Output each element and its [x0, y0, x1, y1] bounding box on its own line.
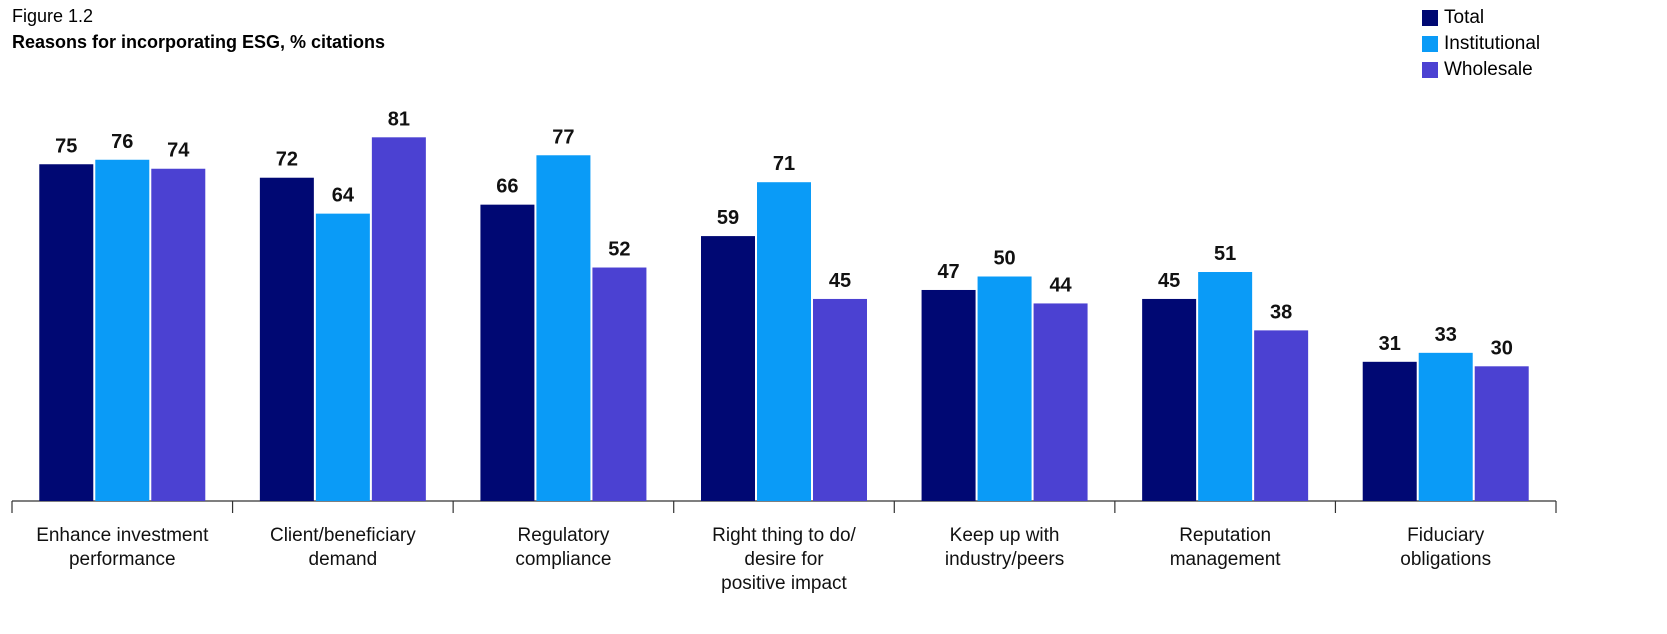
bar-wholesale [1474, 366, 1529, 501]
category-group-5: 47 50 44 Keep up with industry/peers [921, 248, 1088, 570]
category-label: Keep up with industry/peers [945, 525, 1064, 570]
value-label-wholesale: 30 [1491, 337, 1513, 359]
value-label-wholesale: 38 [1270, 301, 1292, 323]
category-label-line: Regulatory [517, 525, 609, 546]
bar-institutional [1198, 272, 1253, 501]
category-label-line: management [1170, 549, 1282, 570]
bar-institutional [536, 155, 591, 501]
legend-label-institutional: Institutional [1444, 33, 1541, 54]
figure-label: Figure 1.2 [12, 6, 94, 26]
value-label-total: 47 [937, 261, 959, 283]
bar-total [921, 289, 976, 501]
legend-item-institutional: Institutional [1422, 31, 1540, 57]
category-group-7: 31 33 30 Fiduciary obligations [1362, 324, 1529, 570]
bar-total [39, 164, 94, 501]
category-label-line: industry/peers [945, 549, 1064, 570]
bar-institutional [315, 213, 370, 501]
category-label: Right thing to do/desire for positive imp… [712, 525, 856, 594]
category-label: Reputation management [1170, 525, 1282, 570]
bar-total [480, 204, 535, 501]
category-label-line: Fiduciary [1407, 525, 1485, 546]
value-label-total: 59 [717, 207, 739, 229]
legend-swatch-wholesale [1422, 62, 1438, 78]
category-label: Fiduciary obligations [1400, 525, 1491, 570]
value-label-institutional: 50 [993, 248, 1015, 270]
category-label: Enhance investment performance [36, 525, 209, 570]
legend-swatch-total [1422, 10, 1438, 26]
category-label-line: Right thing to do/ [712, 525, 856, 546]
category-label-line: positive impact [721, 573, 847, 594]
value-label-institutional: 71 [773, 153, 795, 175]
category-group-4: 59 71 45 Right thing to do/desire for positi… [701, 153, 867, 594]
category-label: Client/beneficiary demand [270, 525, 416, 570]
value-label-institutional: 33 [1435, 324, 1457, 346]
value-label-wholesale: 44 [1049, 274, 1072, 296]
category-label-line: demand [309, 549, 378, 570]
legend-swatch-institutional [1422, 36, 1438, 52]
bar-wholesale [371, 137, 426, 501]
bar-wholesale [1254, 330, 1309, 501]
value-label-total: 75 [55, 135, 77, 157]
legend-item-wholesale: Wholesale [1422, 57, 1540, 83]
category-group-2: 72 64 81 Client/beneficiary demand [259, 108, 426, 570]
legend: Total Institutional Wholesale [1422, 5, 1540, 83]
chart-title: Reasons for incorporating ESG, % citatio… [12, 32, 386, 52]
legend-label-wholesale: Wholesale [1444, 59, 1533, 80]
bar-total [259, 177, 314, 501]
category-label-line: Client/beneficiary [270, 525, 416, 546]
category-label-line: Reputation [1179, 525, 1271, 546]
legend-label-total: Total [1444, 7, 1485, 28]
category-group-3: 66 77 52 Regulatory compliance [480, 126, 647, 570]
category-label-line: Keep up with [950, 525, 1060, 546]
value-label-institutional: 51 [1214, 243, 1236, 265]
value-label-total: 72 [276, 149, 298, 171]
category-label-line: compliance [515, 549, 611, 570]
legend-item-total: Total [1422, 5, 1540, 31]
value-label-total: 31 [1379, 333, 1401, 355]
category-label-line: obligations [1400, 549, 1491, 570]
category-label: Regulatory compliance [515, 525, 611, 570]
category-label-line: desire for [744, 549, 824, 570]
value-label-institutional: 77 [552, 126, 574, 148]
bar-institutional [977, 276, 1032, 501]
value-label-institutional: 64 [332, 185, 355, 207]
value-label-wholesale: 74 [167, 140, 190, 162]
bar-total [1142, 298, 1197, 501]
bar-institutional [757, 182, 811, 501]
bar-total [701, 236, 755, 501]
value-label-wholesale: 45 [829, 270, 851, 292]
bar-wholesale [592, 267, 647, 501]
value-label-wholesale: 52 [608, 239, 630, 261]
category-label-line: performance [69, 549, 176, 570]
bar-wholesale [151, 168, 206, 502]
bar-institutional [95, 159, 150, 501]
value-label-institutional: 76 [111, 131, 133, 153]
bar-total [1362, 361, 1417, 501]
category-group-1: 75 76 74 Enhance investment performance [36, 131, 209, 570]
bar-wholesale [813, 298, 867, 501]
value-label-wholesale: 81 [388, 108, 410, 130]
value-label-total: 66 [496, 176, 518, 198]
value-label-total: 45 [1158, 270, 1180, 292]
category-group-6: 45 51 38 Reputation management [1142, 243, 1309, 570]
bar-wholesale [1033, 303, 1088, 501]
category-label-line: Enhance investment [36, 525, 209, 546]
bar-institutional [1418, 352, 1473, 501]
